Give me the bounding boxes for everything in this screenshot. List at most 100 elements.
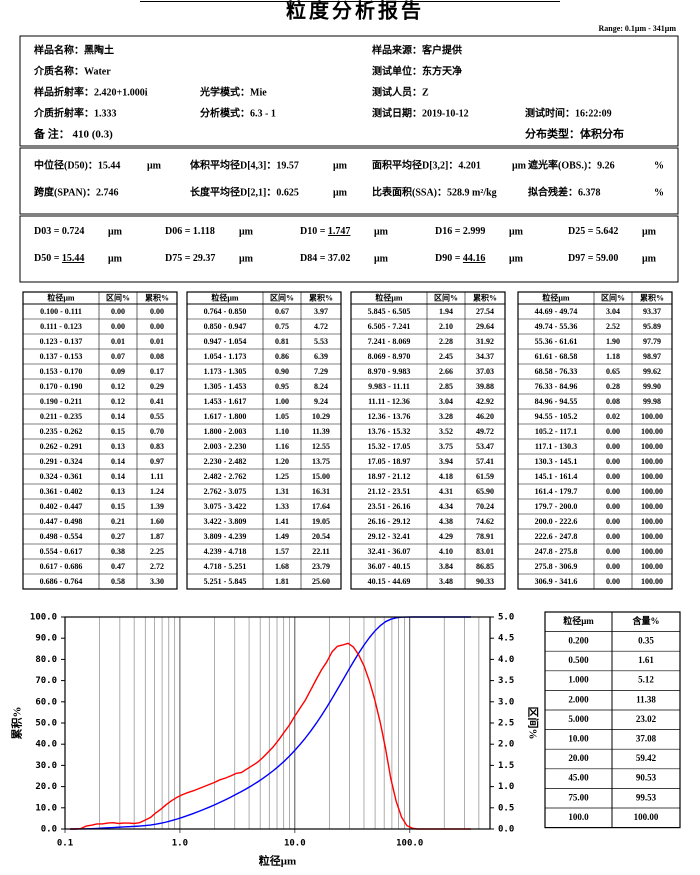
table-cell: 21.12 - 23.51 xyxy=(368,487,411,496)
table-cell: 1.49 xyxy=(275,532,289,541)
info-field: 分析模式：6.3 - 1 xyxy=(200,106,276,119)
table-cell: 0.447 - 0.498 xyxy=(40,517,83,526)
table-cell: 5.251 - 5.845 xyxy=(204,577,247,586)
info-field: 测试人员：Z xyxy=(372,85,429,98)
table-cell: 2.72 xyxy=(150,562,164,571)
table-cell: 3.30 xyxy=(150,577,164,586)
summary-cell: 100.00 xyxy=(634,812,659,822)
table-cell: 3.52 xyxy=(439,427,453,436)
summary-header: 粒径μm xyxy=(563,615,594,626)
table-cell: 5.53 xyxy=(314,337,328,346)
d-unit: μm xyxy=(374,226,389,237)
stat-field: 体积平均径D[4,3]：19.57 xyxy=(190,158,299,171)
table-cell: 145.1 - 161.4 xyxy=(535,472,578,481)
stat-field: 遮光率(OBS.)：9.26 xyxy=(528,158,615,171)
table-cell: 9.983 - 11.11 xyxy=(368,382,410,391)
table-cell: 84.96 - 94.55 xyxy=(535,397,578,406)
d-unit: μm xyxy=(239,226,254,237)
table-cell: 0.00 xyxy=(111,307,125,316)
summary-cell: 2.000 xyxy=(568,694,589,704)
table-cell: 0.65 xyxy=(606,367,620,376)
x-tick-label: 0.1 xyxy=(57,839,73,849)
table-cell: 68.58 - 76.33 xyxy=(535,367,578,376)
summary-cell: 11.38 xyxy=(636,694,656,704)
table-cell: 0.00 xyxy=(606,547,620,556)
table-header: 累积% xyxy=(640,292,664,302)
table-cell: 20.54 xyxy=(312,532,330,541)
table-cell: 0.00 xyxy=(606,472,620,481)
d-label: D25 = xyxy=(568,226,596,237)
series-line xyxy=(70,642,471,830)
table-cell: 44.69 - 49.74 xyxy=(535,307,578,316)
table-cell: 1.57 xyxy=(275,547,289,556)
table-cell: 74.62 xyxy=(476,517,494,526)
summary-cell: 23.02 xyxy=(636,714,657,724)
table-cell: 0.15 xyxy=(111,427,125,436)
table-cell: 0.00 xyxy=(150,307,164,316)
x-tick-label: 10.0 xyxy=(284,839,306,849)
table-cell: 1.00 xyxy=(275,397,289,406)
y-tick-label: 100.0 xyxy=(30,613,57,623)
table-cell: 99.98 xyxy=(643,397,661,406)
table-cell: 0.00 xyxy=(606,517,620,526)
table-cell: 0.55 xyxy=(150,412,164,421)
table-cell: 93.37 xyxy=(643,307,661,316)
table-cell: 0.947 - 1.054 xyxy=(204,337,247,346)
summary-cell: 37.08 xyxy=(636,733,657,743)
table-cell: 37.03 xyxy=(476,367,494,376)
y-tick-label: 40.0 xyxy=(35,740,57,750)
y2-tick-label: 2.0 xyxy=(498,740,514,750)
table-cell: 0.402 - 0.447 xyxy=(40,502,83,511)
table-cell: 34.37 xyxy=(476,352,494,361)
table-cell: 0.17 xyxy=(150,367,164,376)
table-cell: 1.453 - 1.617 xyxy=(204,397,247,406)
table-cell: 100.00 xyxy=(641,487,663,496)
y2-tick-label: 4.0 xyxy=(498,655,514,665)
table-cell: 2.25 xyxy=(150,547,164,556)
d-number: 1.118 xyxy=(193,226,215,237)
d-label: D03 = xyxy=(34,226,62,237)
table-cell: 4.718 - 5.251 xyxy=(204,562,247,571)
table-cell: 0.07 xyxy=(111,352,125,361)
y-tick-label: 60.0 xyxy=(35,697,57,707)
table-cell: 4.72 xyxy=(314,322,328,331)
table-header: 粒径μm xyxy=(47,292,75,302)
table-cell: 53.47 xyxy=(476,442,494,451)
summary-cell: 99.53 xyxy=(636,792,657,802)
table-cell: 0.100 - 0.111 xyxy=(40,307,82,316)
info-field: 样品来源：客户提供 xyxy=(372,43,462,56)
table-cell: 222.6 - 247.8 xyxy=(535,532,578,541)
table-cell: 23.79 xyxy=(312,562,330,571)
d-unit: μm xyxy=(642,226,657,237)
d-label: D10 = xyxy=(300,226,328,237)
table-cell: 0.95 xyxy=(275,382,289,391)
table-cell: 2.52 xyxy=(606,322,620,331)
table-cell: 55.36 - 61.61 xyxy=(535,337,578,346)
table-cell: 6.39 xyxy=(314,352,328,361)
table-header: 粒径μm xyxy=(375,292,403,302)
info-field: 介质折射率：1.333 xyxy=(33,106,117,119)
table-cell: 2.762 - 3.075 xyxy=(204,487,247,496)
summary-cell: 0.200 xyxy=(568,635,589,645)
table-cell: 2.28 xyxy=(439,337,453,346)
table-cell: 19.05 xyxy=(312,517,330,526)
table-cell: 3.04 xyxy=(606,307,620,316)
table-cell: 0.86 xyxy=(275,352,289,361)
table-cell: 17.05 - 18.97 xyxy=(368,457,411,466)
table-cell: 97.79 xyxy=(643,337,661,346)
summary-cell: 1.61 xyxy=(638,655,654,665)
stats-box xyxy=(19,147,679,215)
table-cell: 0.47 xyxy=(111,562,125,571)
y-tick-label: 20.0 xyxy=(35,782,57,792)
d-value: D03 = 0.724 xyxy=(34,226,84,237)
table-cell: 275.8 - 306.9 xyxy=(535,562,578,571)
table-cell: 130.3 - 145.1 xyxy=(535,457,578,466)
table-cell: 86.85 xyxy=(476,562,494,571)
table-cell: 3.422 - 3.809 xyxy=(204,517,247,526)
table-cell: 22.11 xyxy=(312,547,330,556)
table-cell: 57.41 xyxy=(476,457,494,466)
stat-field: 面积平均径D[3,2]：4.201 xyxy=(372,158,481,171)
table-cell: 13.75 xyxy=(312,457,330,466)
table-cell: 36.07 - 40.15 xyxy=(368,562,411,571)
table-cell: 0.41 xyxy=(150,397,164,406)
